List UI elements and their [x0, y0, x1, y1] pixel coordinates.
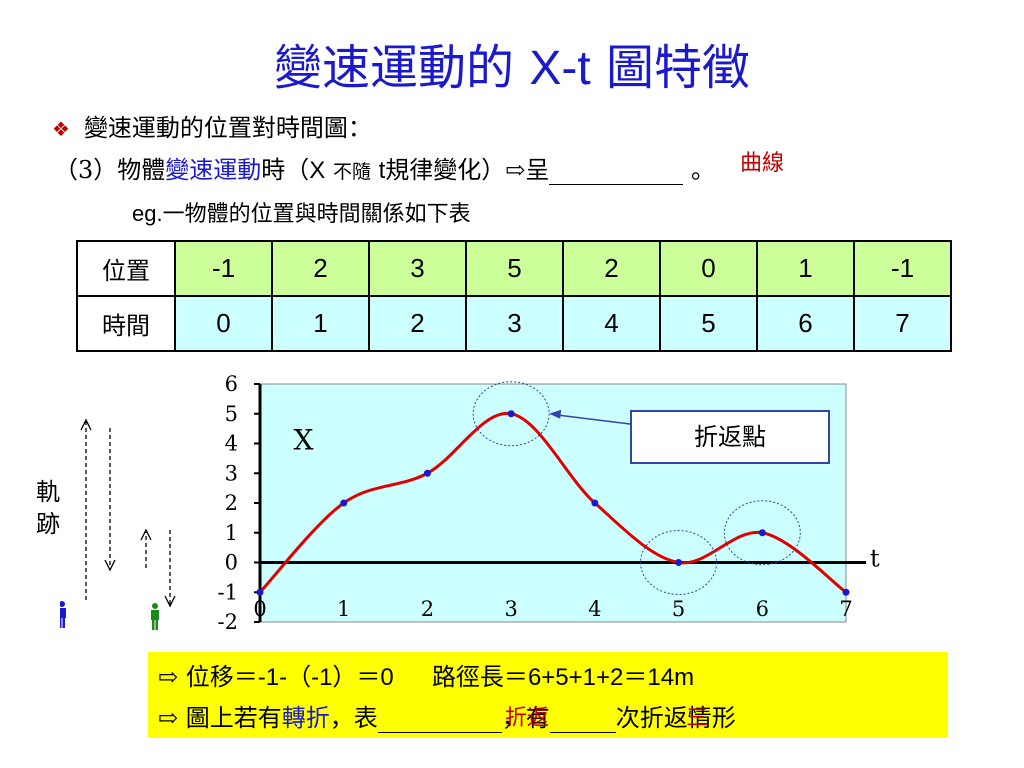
x-axis-label: t	[870, 545, 880, 573]
y-tick-label: 0	[225, 551, 238, 575]
table-cell: 3	[465, 295, 564, 352]
data-point	[591, 499, 599, 507]
arrow-up-long	[80, 418, 92, 600]
data-point	[758, 529, 766, 537]
answer-turn: 折返	[505, 706, 550, 731]
table-cell: 5	[659, 295, 758, 352]
y-tick-label: 4	[225, 432, 238, 456]
data-point	[507, 410, 515, 418]
x-tick-label: 5	[672, 597, 685, 621]
turning-point-circle	[472, 381, 550, 447]
page-title: 變速運動的 X-t 圖特徵	[274, 40, 750, 96]
table-cell: 4	[562, 295, 661, 352]
arrow-up-short	[140, 528, 152, 568]
data-point	[340, 499, 348, 507]
summary-line-1: ⇨ 位移＝-1-（-1）＝0 路徑長＝6+5+1+2＝14m	[158, 663, 695, 691]
answer-blank-3	[549, 706, 616, 733]
table-cell: 2	[368, 295, 467, 352]
turning-point-callout: 折返點	[630, 410, 830, 464]
table-header-time: 時間	[76, 295, 176, 352]
answer-blank-2	[377, 706, 502, 733]
y-tick-label: 3	[225, 461, 238, 485]
turning-circles	[472, 381, 801, 595]
table-cell: 3	[368, 240, 467, 297]
table-cell: -1	[174, 240, 273, 297]
table-row-time: 時間 0 1 2 3 4 5 6 7	[76, 295, 952, 352]
person-green-icon	[151, 603, 159, 630]
data-points	[256, 410, 850, 596]
y-tick-label: 6	[225, 372, 238, 396]
turning-point-circle	[723, 500, 801, 566]
y-tick-label: -2	[218, 610, 238, 634]
x-tick-label: 3	[504, 597, 517, 621]
y-tick-labels: 6 5 4 3 2 1 0 -1 -2	[218, 372, 260, 634]
trajectory-diagram	[60, 418, 176, 630]
y-tick-label: -1	[218, 580, 238, 604]
table-cell: 2	[562, 240, 661, 297]
x-tick-label: 6	[756, 597, 769, 621]
table-cell: 1	[271, 295, 370, 352]
data-point	[675, 559, 683, 566]
turning-point-circle	[640, 530, 718, 595]
subtitle-line: ❖ 變速運動的位置對時間圖：	[52, 114, 372, 142]
track-label: 軌跡	[36, 478, 60, 538]
table-cell: -1	[853, 240, 952, 297]
data-point	[842, 588, 850, 596]
description-line: （3）物體變速運動時（X 不隨 t規律變化）⇨呈 。	[54, 156, 716, 185]
table-row-position: 位置 -1 2 3 5 2 0 1 -1	[76, 240, 952, 297]
table-cell: 7	[853, 295, 952, 352]
y-axis-label: X	[293, 423, 313, 456]
y-tick-label: 2	[225, 491, 238, 515]
table-cell: 2	[271, 240, 370, 297]
table-cell: 6	[756, 295, 855, 352]
table-cell: 0	[174, 295, 273, 352]
table-header-position: 位置	[76, 240, 176, 297]
table-cell: 1	[756, 240, 855, 297]
summary-box	[148, 652, 948, 738]
table-cell: 5	[465, 240, 564, 297]
callout-arrow-head	[549, 409, 562, 419]
table-cell: 0	[659, 240, 758, 297]
person-blue-icon	[60, 601, 66, 628]
answer-curve: 曲線	[740, 151, 785, 176]
data-point	[423, 469, 431, 477]
summary-line-2: ⇨ 圖上若有轉折，表 ，有 次折返情形	[158, 704, 736, 733]
arrow-down-short	[164, 530, 176, 608]
data-point	[256, 588, 264, 596]
y-tick-label: 1	[225, 521, 238, 545]
answer-count: 三	[686, 706, 709, 731]
arrow-down-long	[104, 428, 116, 572]
x-tick-label: 1	[337, 597, 350, 621]
callout-arrow	[555, 414, 631, 425]
answer-blank-1	[549, 158, 684, 185]
example-line: eg.一物體的位置與時間關係如下表	[132, 201, 471, 227]
x-tick-label: 7	[839, 597, 852, 621]
x-tick-label: 4	[588, 597, 601, 621]
position-time-table: 位置 -1 2 3 5 2 0 1 -1 時間 0 1 2 3 4 5 6 7	[76, 240, 952, 352]
x-tick-label: 2	[421, 597, 434, 621]
y-tick-label: 5	[225, 402, 238, 426]
diamond-bullet-icon: ❖	[52, 117, 70, 141]
